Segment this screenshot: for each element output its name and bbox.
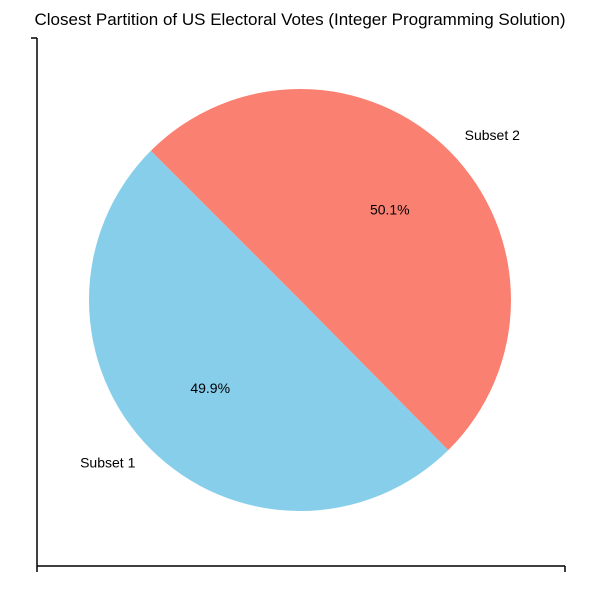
axes-frame <box>31 37 566 572</box>
pie-labels: Subset 1 49.9% Subset 2 50.1% <box>80 127 520 470</box>
slice-label-2: Subset 2 <box>465 127 520 143</box>
pie-slices <box>88 89 511 512</box>
pie-slice-2 <box>150 89 511 451</box>
chart-title: Closest Partition of US Electoral Votes … <box>34 10 565 29</box>
slice-percent-2: 50.1% <box>370 201 410 217</box>
slice-percent-1: 49.9% <box>190 380 230 396</box>
slice-label-1: Subset 1 <box>80 454 135 470</box>
pie-slice-1 <box>88 150 449 512</box>
